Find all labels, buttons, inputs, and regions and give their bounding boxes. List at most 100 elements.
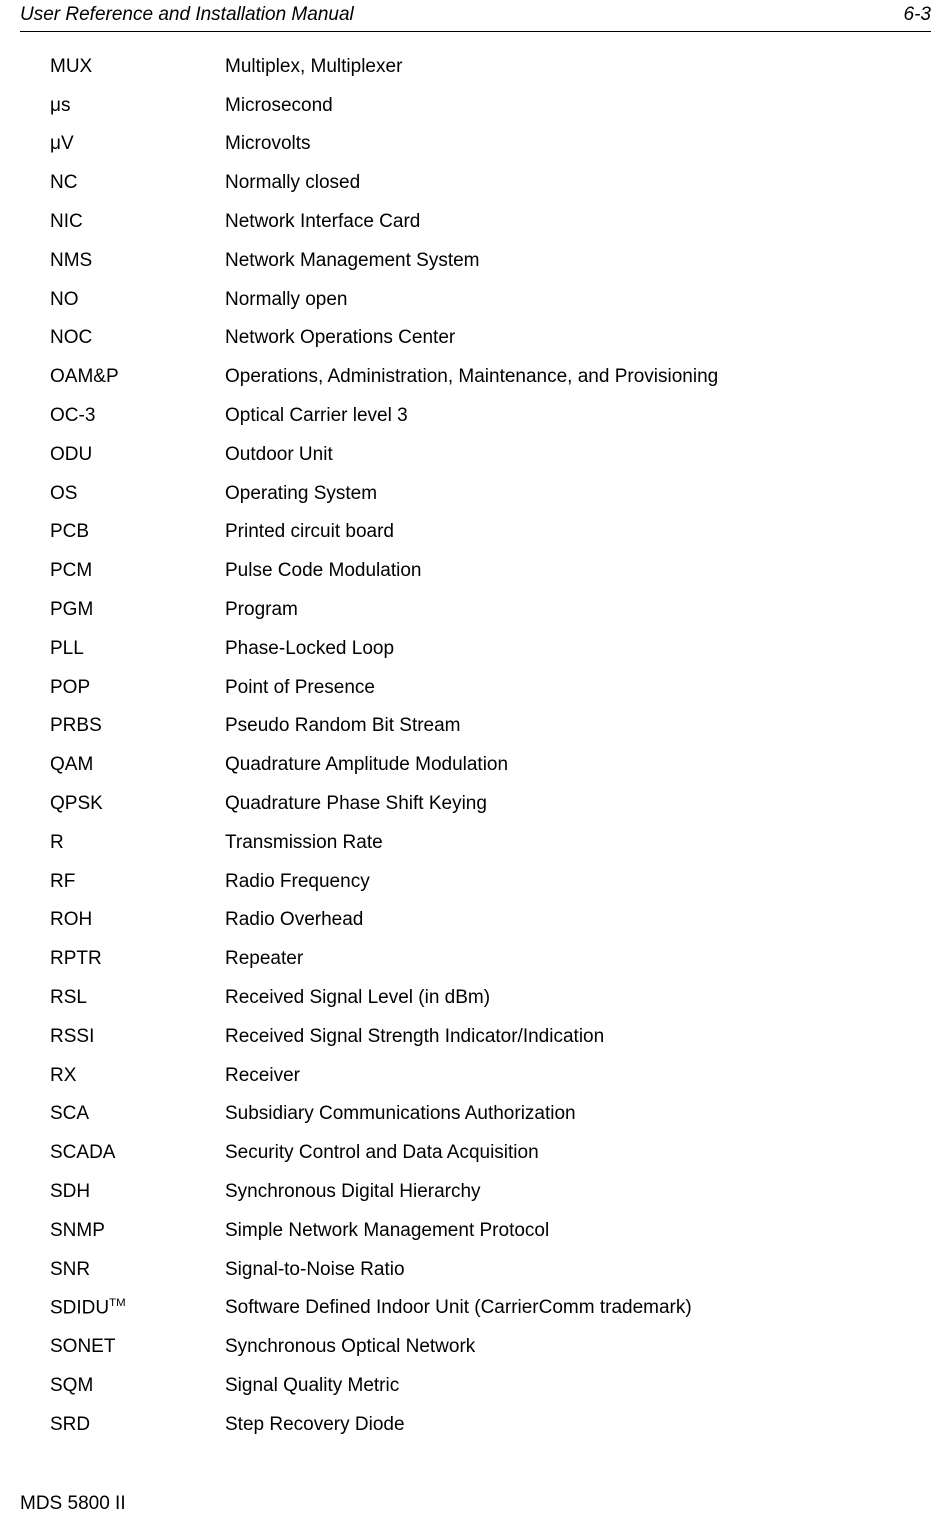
glossary-abbr: PLL bbox=[50, 638, 225, 661]
glossary-row: POPPoint of Presence bbox=[50, 677, 931, 700]
glossary-abbr: SCADA bbox=[50, 1142, 225, 1165]
glossary-row: PGMProgram bbox=[50, 599, 931, 622]
glossary-row: SNMPSimple Network Management Protocol bbox=[50, 1220, 931, 1243]
document-page: User Reference and Installation Manual 6… bbox=[0, 0, 951, 1526]
glossary-abbr: SDIDUTM bbox=[50, 1297, 225, 1320]
glossary-abbr: OC-3 bbox=[50, 405, 225, 428]
glossary-row: SDHSynchronous Digital Hierarchy bbox=[50, 1181, 931, 1204]
glossary-abbr: RX bbox=[50, 1065, 225, 1088]
glossary-definition: Pseudo Random Bit Stream bbox=[225, 715, 931, 738]
glossary-definition: Transmission Rate bbox=[225, 832, 931, 855]
glossary-definition: Microsecond bbox=[225, 95, 931, 118]
glossary-abbr: NMS bbox=[50, 250, 225, 273]
glossary-abbr: PGM bbox=[50, 599, 225, 622]
glossary-row: RSSIReceived Signal Strength Indicator/I… bbox=[50, 1026, 931, 1049]
glossary-row: NMSNetwork Management System bbox=[50, 250, 931, 273]
glossary-abbr: PRBS bbox=[50, 715, 225, 738]
glossary-abbr: QAM bbox=[50, 754, 225, 777]
glossary-abbr: OS bbox=[50, 483, 225, 506]
glossary-abbr: SONET bbox=[50, 1336, 225, 1359]
glossary-row: NOCNetwork Operations Center bbox=[50, 327, 931, 350]
glossary-row: PLLPhase-Locked Loop bbox=[50, 638, 931, 661]
glossary-row: OSOperating System bbox=[50, 483, 931, 506]
glossary-abbr: NOC bbox=[50, 327, 225, 350]
glossary-definition: Network Operations Center bbox=[225, 327, 931, 350]
glossary-row: NCNormally closed bbox=[50, 172, 931, 195]
glossary-abbr: ODU bbox=[50, 444, 225, 467]
glossary-definition: Operations, Administration, Maintenance,… bbox=[225, 366, 931, 389]
glossary-abbr: SQM bbox=[50, 1375, 225, 1398]
glossary-row: OC-3Optical Carrier level 3 bbox=[50, 405, 931, 428]
glossary-definition: Received Signal Strength Indicator/Indic… bbox=[225, 1026, 931, 1049]
glossary-row: PCMPulse Code Modulation bbox=[50, 560, 931, 583]
glossary-definition: Simple Network Management Protocol bbox=[225, 1220, 931, 1243]
glossary-row: QPSKQuadrature Phase Shift Keying bbox=[50, 793, 931, 816]
glossary-abbr: OAM&P bbox=[50, 366, 225, 389]
glossary-abbr: μV bbox=[50, 133, 225, 156]
glossary-abbr: ROH bbox=[50, 909, 225, 932]
glossary-row: ODUOutdoor Unit bbox=[50, 444, 931, 467]
page-number: 6-3 bbox=[904, 4, 931, 27]
glossary-definition: Normally closed bbox=[225, 172, 931, 195]
glossary-row: RFRadio Frequency bbox=[50, 871, 931, 894]
footer-text: MDS 5800 II bbox=[20, 1493, 126, 1514]
glossary-definition: Synchronous Optical Network bbox=[225, 1336, 931, 1359]
glossary-row: SCASubsidiary Communications Authorizati… bbox=[50, 1103, 931, 1126]
glossary-definition: Security Control and Data Acquisition bbox=[225, 1142, 931, 1165]
glossary-abbr: NIC bbox=[50, 211, 225, 234]
glossary-definition: Synchronous Digital Hierarchy bbox=[225, 1181, 931, 1204]
glossary-definition: Network Management System bbox=[225, 250, 931, 273]
glossary-abbr: RF bbox=[50, 871, 225, 894]
glossary-definition: Radio Overhead bbox=[225, 909, 931, 932]
page-header: User Reference and Installation Manual 6… bbox=[20, 0, 931, 32]
glossary-definition: Phase-Locked Loop bbox=[225, 638, 931, 661]
glossary-row: QAMQuadrature Amplitude Modulation bbox=[50, 754, 931, 777]
glossary-abbr: RSSI bbox=[50, 1026, 225, 1049]
glossary-row: RTransmission Rate bbox=[50, 832, 931, 855]
glossary-definition: Operating System bbox=[225, 483, 931, 506]
glossary-abbr: SNR bbox=[50, 1259, 225, 1282]
glossary-row: SONETSynchronous Optical Network bbox=[50, 1336, 931, 1359]
glossary-definition: Received Signal Level (in dBm) bbox=[225, 987, 931, 1010]
glossary-definition: Repeater bbox=[225, 948, 931, 971]
page-footer: MDS 5800 II bbox=[20, 1453, 931, 1526]
glossary-abbr: PCM bbox=[50, 560, 225, 583]
glossary-row: SQMSignal Quality Metric bbox=[50, 1375, 931, 1398]
glossary-list: MUXMultiplex, MultiplexerμsMicrosecondμV… bbox=[20, 32, 931, 1437]
glossary-definition: Multiplex, Multiplexer bbox=[225, 56, 931, 79]
glossary-row: SNRSignal-to-Noise Ratio bbox=[50, 1259, 931, 1282]
glossary-definition: Network Interface Card bbox=[225, 211, 931, 234]
glossary-abbr: NO bbox=[50, 289, 225, 312]
glossary-row: RSLReceived Signal Level (in dBm) bbox=[50, 987, 931, 1010]
glossary-row: OAM&POperations, Administration, Mainten… bbox=[50, 366, 931, 389]
glossary-abbr: SRD bbox=[50, 1414, 225, 1437]
glossary-row: SCADASecurity Control and Data Acquisiti… bbox=[50, 1142, 931, 1165]
glossary-abbr: SDH bbox=[50, 1181, 225, 1204]
glossary-abbr: μs bbox=[50, 95, 225, 118]
glossary-row: ROHRadio Overhead bbox=[50, 909, 931, 932]
glossary-definition: Program bbox=[225, 599, 931, 622]
glossary-abbr: MUX bbox=[50, 56, 225, 79]
glossary-row: μsMicrosecond bbox=[50, 95, 931, 118]
glossary-definition: Microvolts bbox=[225, 133, 931, 156]
glossary-definition: Quadrature Amplitude Modulation bbox=[225, 754, 931, 777]
glossary-abbr: QPSK bbox=[50, 793, 225, 816]
glossary-row: RXReceiver bbox=[50, 1065, 931, 1088]
glossary-abbr: SNMP bbox=[50, 1220, 225, 1243]
glossary-definition: Point of Presence bbox=[225, 677, 931, 700]
glossary-definition: Subsidiary Communications Authorization bbox=[225, 1103, 931, 1126]
glossary-abbr: RPTR bbox=[50, 948, 225, 971]
glossary-definition: Radio Frequency bbox=[225, 871, 931, 894]
glossary-abbr: POP bbox=[50, 677, 225, 700]
glossary-abbr: R bbox=[50, 832, 225, 855]
glossary-abbr: SCA bbox=[50, 1103, 225, 1126]
glossary-definition: Receiver bbox=[225, 1065, 931, 1088]
glossary-definition: Printed circuit board bbox=[225, 521, 931, 544]
glossary-row: SRDStep Recovery Diode bbox=[50, 1414, 931, 1437]
glossary-definition: Quadrature Phase Shift Keying bbox=[225, 793, 931, 816]
glossary-definition: Software Defined Indoor Unit (CarrierCom… bbox=[225, 1297, 931, 1320]
glossary-row: MUXMultiplex, Multiplexer bbox=[50, 56, 931, 79]
glossary-abbr: NC bbox=[50, 172, 225, 195]
glossary-definition: Optical Carrier level 3 bbox=[225, 405, 931, 428]
glossary-definition: Outdoor Unit bbox=[225, 444, 931, 467]
